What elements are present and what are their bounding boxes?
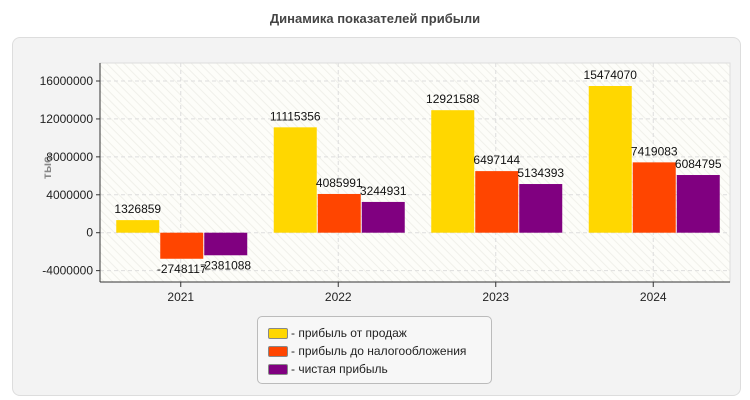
bar[interactable] (632, 162, 676, 233)
y-tick-label: 4000000 (46, 188, 93, 202)
y-tick-label: 12000000 (40, 112, 94, 126)
data-label: 1326859 (114, 202, 161, 216)
data-label: 7419083 (631, 144, 678, 158)
y-tick-label: 16000000 (40, 74, 94, 88)
data-label: 4085991 (316, 176, 363, 190)
legend-item-pretax[interactable]: - прибыль до налогообложения (268, 343, 466, 359)
bar[interactable] (676, 175, 720, 233)
bar[interactable] (431, 110, 475, 233)
data-label: 11115356 (270, 109, 321, 123)
legend-swatch-net (268, 363, 288, 375)
data-label: 12921588 (426, 92, 480, 106)
bar[interactable] (160, 232, 204, 259)
x-tick-label: 2021 (167, 290, 194, 304)
y-tick-label: 0 (86, 226, 93, 240)
data-label: 3244931 (360, 184, 407, 198)
bar[interactable] (519, 184, 563, 233)
bar[interactable] (204, 232, 248, 256)
data-label: -2381088 (200, 258, 251, 272)
bar[interactable] (273, 127, 317, 233)
x-tick-label: 2024 (640, 290, 667, 304)
chart-title: Динамика показателей прибыли (269, 11, 481, 26)
data-label: 6084795 (675, 157, 722, 171)
legend-label: - прибыль до налогообложения (291, 344, 467, 358)
x-tick-label: 2023 (482, 290, 509, 304)
legend-swatch-sales (268, 327, 288, 339)
data-label: 15474070 (584, 68, 638, 82)
legend-swatch-pretax (268, 345, 288, 357)
x-tick-label: 2022 (325, 290, 352, 304)
y-tick-label: 8000000 (46, 150, 93, 164)
legend: - прибыль от продаж - прибыль до налогоо… (257, 316, 492, 384)
data-label: 5134393 (517, 166, 564, 180)
legend-label: - чистая прибыль (291, 362, 388, 376)
bar[interactable] (361, 201, 405, 233)
data-label: 6497144 (473, 153, 520, 167)
bar[interactable] (317, 193, 361, 233)
y-axis-label: тыс. (40, 153, 54, 179)
y-tick-label: -4000000 (42, 264, 93, 278)
legend-label: - прибыль от продаж (291, 326, 407, 340)
data-label: -2748117 (157, 262, 207, 276)
legend-item-net[interactable]: - чистая прибыль (268, 361, 388, 377)
legend-item-sales[interactable]: - прибыль от продаж (268, 325, 407, 341)
bar[interactable] (588, 85, 632, 233)
bar[interactable] (475, 171, 519, 233)
bar[interactable] (116, 220, 160, 233)
